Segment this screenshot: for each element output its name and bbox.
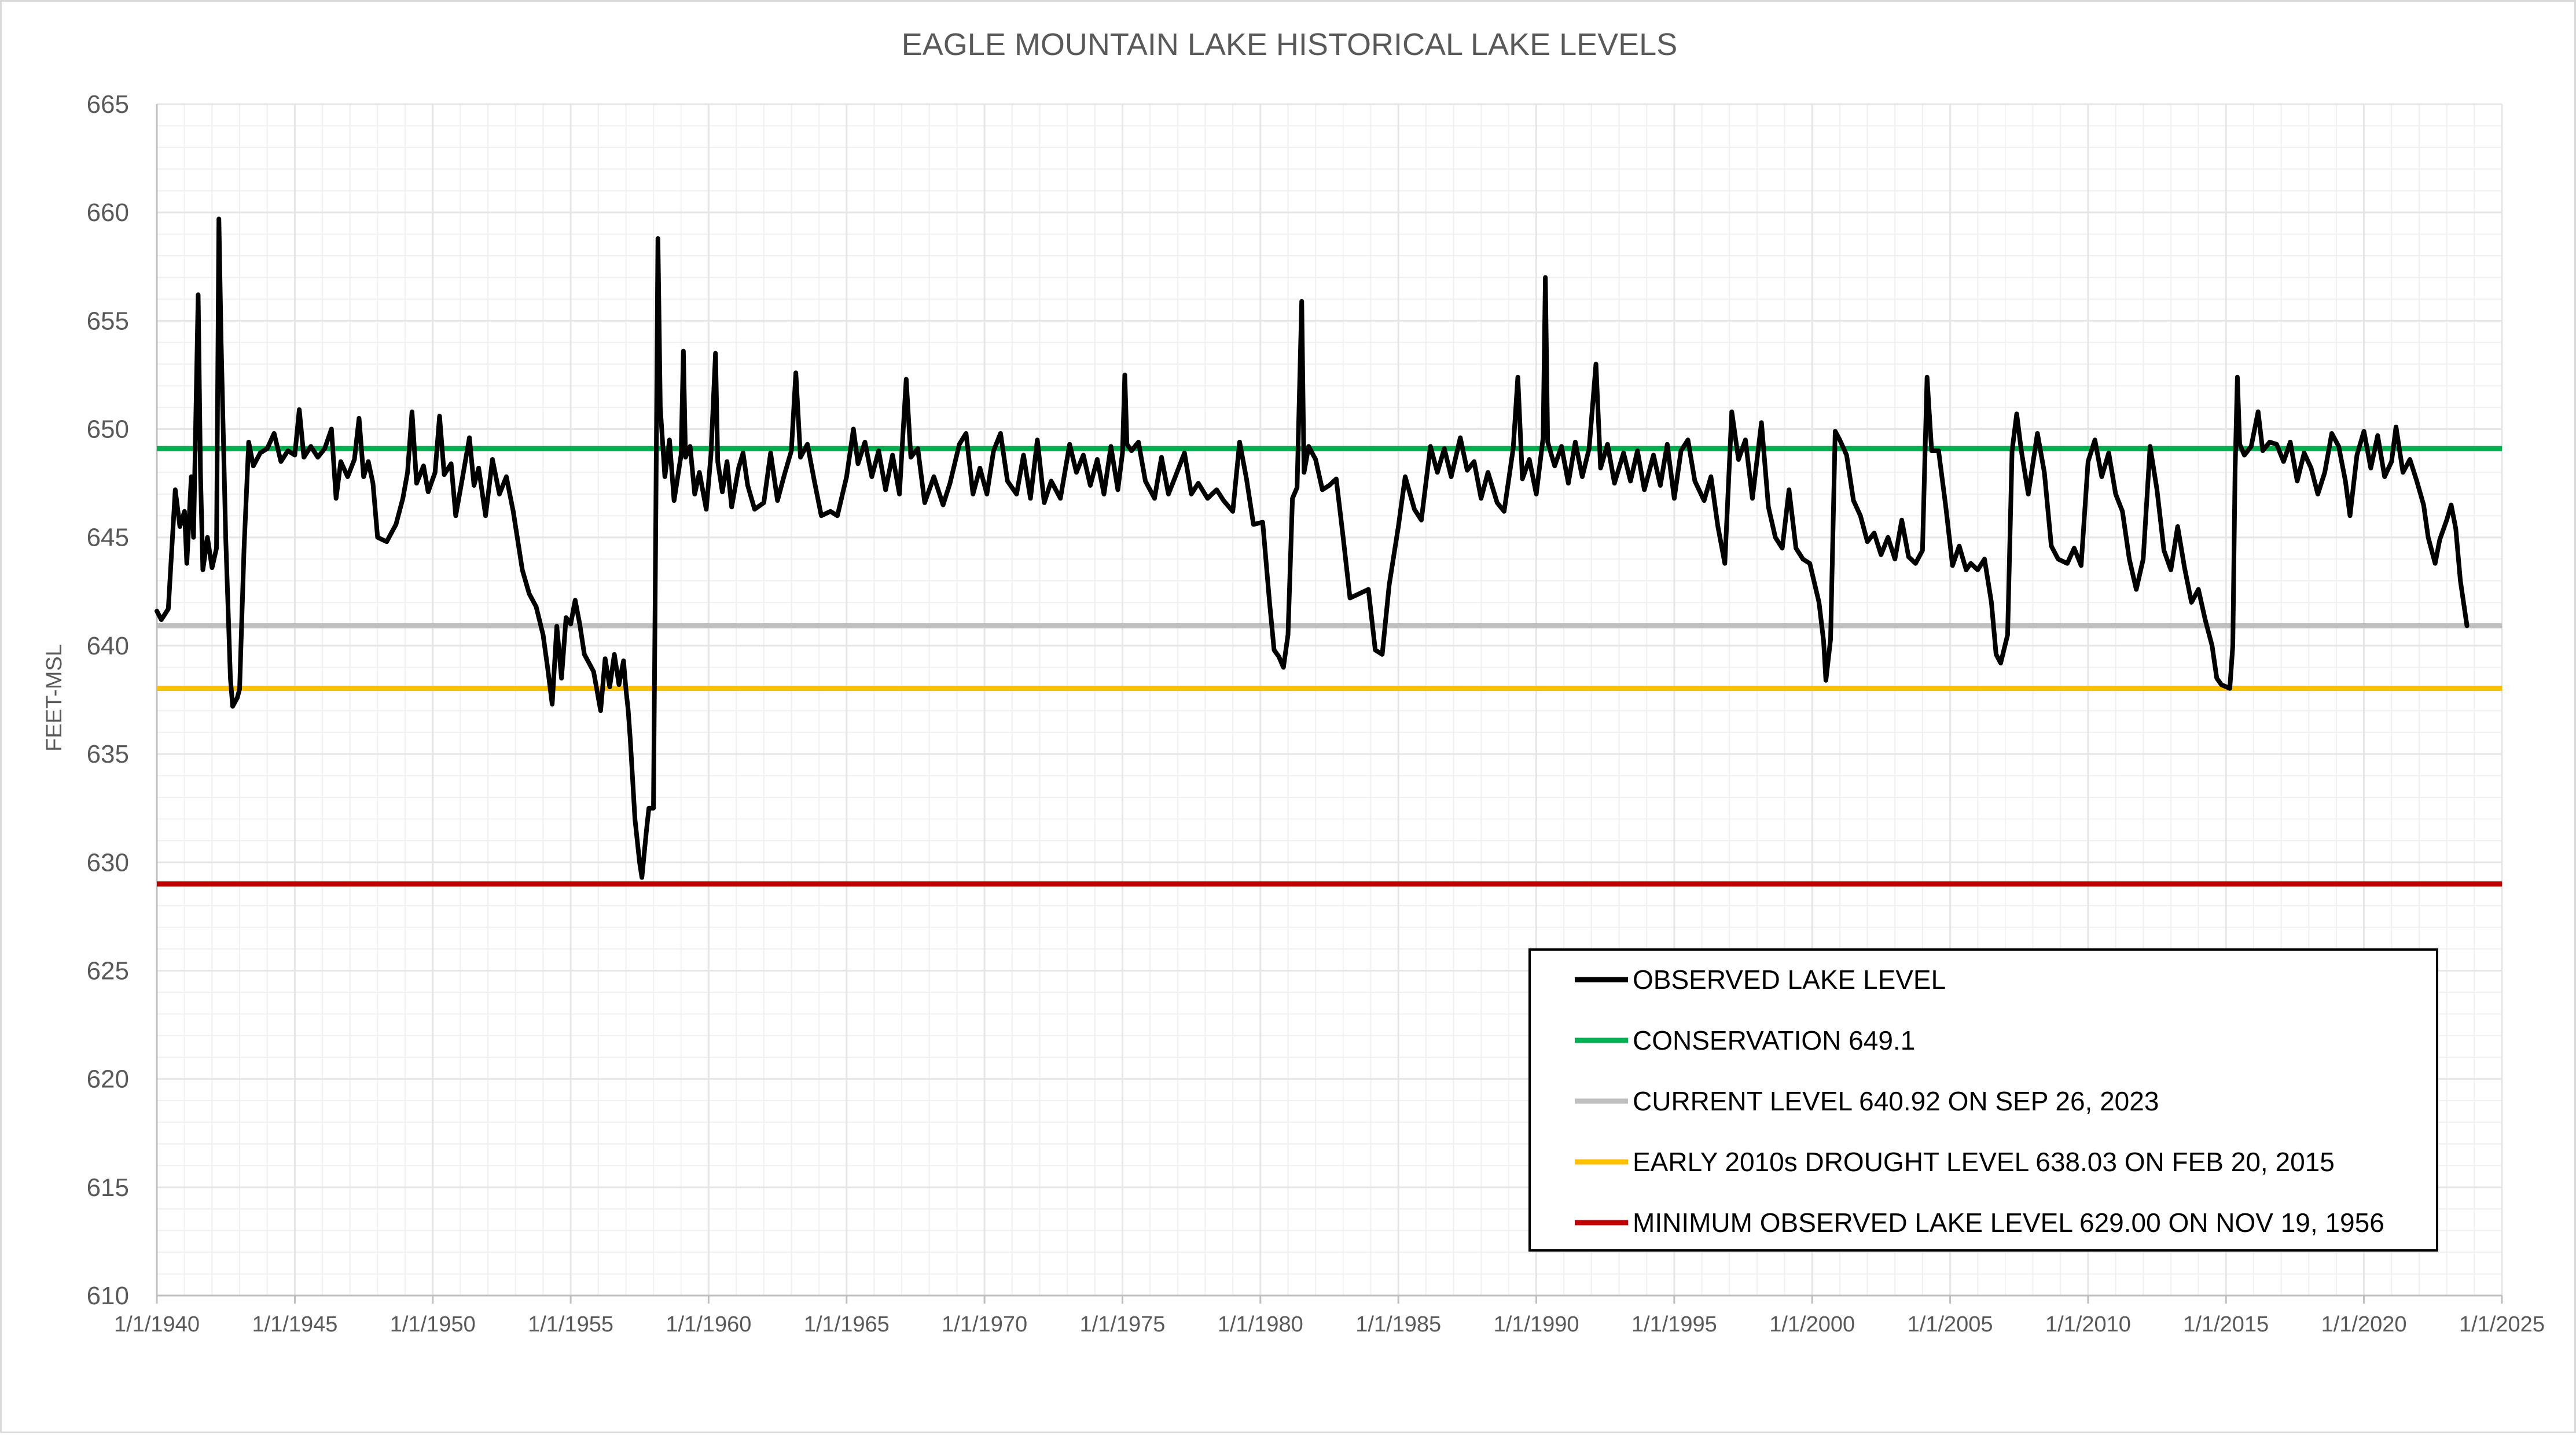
x-tick-label: 1/1/2000 — [1769, 1312, 1855, 1337]
y-tick-label: 620 — [87, 1065, 129, 1094]
x-tick-label: 1/1/1970 — [942, 1312, 1027, 1337]
y-tick-label: 640 — [87, 632, 129, 660]
legend-label-current: CURRENT LEVEL 640.92 ON SEP 26, 2023 — [1633, 1086, 2159, 1116]
y-tick-label: 665 — [87, 90, 129, 119]
x-tick-label: 1/1/1965 — [804, 1312, 890, 1337]
x-tick-label: 1/1/1985 — [1355, 1312, 1441, 1337]
x-tick-label: 1/1/1995 — [1631, 1312, 1717, 1337]
x-tick-label: 1/1/1980 — [1218, 1312, 1303, 1337]
y-tick-label: 625 — [87, 956, 129, 985]
x-tick-label: 1/1/2010 — [2045, 1312, 2131, 1337]
axes — [156, 104, 2503, 1304]
x-tick-label: 1/1/1990 — [1494, 1312, 1579, 1337]
y-axis-title: FEET-MSL — [42, 644, 67, 752]
legend-label-drought: EARLY 2010s DROUGHT LEVEL 638.03 ON FEB … — [1633, 1147, 2335, 1177]
legend-label-conservation: CONSERVATION 649.1 — [1633, 1025, 1915, 1055]
x-tick-label: 1/1/1945 — [252, 1312, 337, 1337]
reference-lines — [157, 446, 2502, 887]
x-tick-label: 1/1/1955 — [528, 1312, 613, 1337]
y-tick-label: 645 — [87, 524, 129, 552]
legend: OBSERVED LAKE LEVEL CONSERVATION 649.1 CUR… — [1528, 948, 2438, 1252]
x-tick-label: 1/1/1975 — [1080, 1312, 1166, 1337]
tick-labels: 610 615 620 625 630 635 640 645 650 655 660 665 1/1/… — [87, 90, 2545, 1337]
y-tick-label: 650 — [87, 415, 129, 444]
x-tick-label: 1/1/2025 — [2459, 1312, 2545, 1337]
series-layer — [155, 216, 2470, 880]
x-tick-label: 1/1/1950 — [390, 1312, 476, 1337]
grid-lines — [156, 103, 2503, 1297]
y-tick-label: 630 — [87, 848, 129, 877]
series-line-observed-lake-level — [155, 216, 2470, 880]
chart-title: EAGLE MOUNTAIN LAKE HISTORICAL LAKE LEVE… — [902, 27, 1677, 62]
y-tick-label: 660 — [87, 198, 129, 227]
y-tick-label: 610 — [87, 1282, 129, 1310]
x-tick-label: 1/1/2005 — [1908, 1312, 1993, 1337]
x-tick-label: 1/1/2020 — [2321, 1312, 2407, 1337]
legend-box — [1528, 948, 2438, 1252]
x-tick-label: 1/1/1960 — [666, 1312, 751, 1337]
legend-label-observed: OBSERVED LAKE LEVEL — [1633, 965, 1946, 995]
y-tick-label: 635 — [87, 740, 129, 768]
y-tick-label: 615 — [87, 1173, 129, 1202]
legend-label-minimum: MINIMUM OBSERVED LAKE LEVEL 629.00 ON NO… — [1633, 1208, 2384, 1238]
x-tick-label: 1/1/2015 — [2183, 1312, 2269, 1337]
y-tick-label: 655 — [87, 307, 129, 335]
x-tick-label: 1/1/1940 — [114, 1312, 200, 1337]
